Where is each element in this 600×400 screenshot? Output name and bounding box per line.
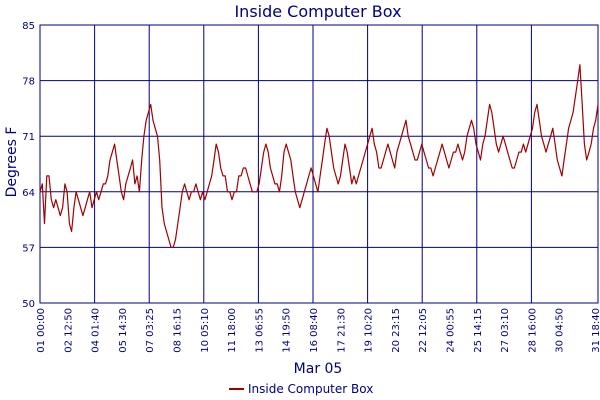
x-tick-label: 02 12:50 xyxy=(63,308,74,353)
grid-lines xyxy=(39,24,599,304)
x-axis-label: Mar 05 xyxy=(294,361,343,377)
y-tick-labels: 50 57 64 71 78 85 xyxy=(22,21,35,310)
x-tick-label: 01 00:00 xyxy=(36,308,47,353)
x-tick-label: 17 21:30 xyxy=(336,308,347,353)
x-tick-label: 11 18:00 xyxy=(227,308,238,353)
x-tick-label: 31 18:40 xyxy=(591,308,600,353)
x-tick-label: 16 08:40 xyxy=(309,308,320,353)
y-tick-label: 57 xyxy=(22,243,35,254)
x-tick-label: 04 01:40 xyxy=(91,308,102,353)
series-layer xyxy=(39,64,599,248)
x-tick-label: 22 12:05 xyxy=(418,308,429,353)
y-tick-label: 85 xyxy=(22,21,35,32)
x-tick-label: 10 05:10 xyxy=(200,308,211,353)
x-tick-label: 24 00:55 xyxy=(446,308,457,353)
x-tick-label: 05 14:30 xyxy=(118,308,129,353)
x-tick-label: 08 16:15 xyxy=(173,308,184,353)
chart-title: Inside Computer Box xyxy=(234,2,401,21)
series-line xyxy=(39,64,599,248)
y-tick-label: 78 xyxy=(22,77,35,88)
x-tick-label: 20 23:15 xyxy=(391,308,402,353)
x-tick-labels: 01 00:00 02 12:50 04 01:40 05 14:30 07 03:25… xyxy=(36,308,600,353)
y-axis-label: Degrees F xyxy=(4,127,20,198)
x-tick-label: 19 10:20 xyxy=(364,308,375,353)
plot-frame xyxy=(39,24,599,304)
x-tick-label: 25 14:15 xyxy=(473,308,484,353)
y-tick-label: 71 xyxy=(22,132,35,143)
x-tick-label: 13 06:55 xyxy=(254,308,265,353)
legend: Inside Computer Box xyxy=(229,382,373,396)
y-tick-label: 50 xyxy=(22,299,35,310)
x-tick-label: 30 04:50 xyxy=(555,308,566,353)
x-tick-label: 28 16:00 xyxy=(527,308,538,353)
y-tick-label: 64 xyxy=(22,188,35,199)
x-tick-label: 27 03:10 xyxy=(500,308,511,353)
x-tick-label: 14 19:50 xyxy=(282,308,293,353)
x-tick-label: 07 03:25 xyxy=(145,308,156,353)
legend-label: Inside Computer Box xyxy=(248,382,373,396)
